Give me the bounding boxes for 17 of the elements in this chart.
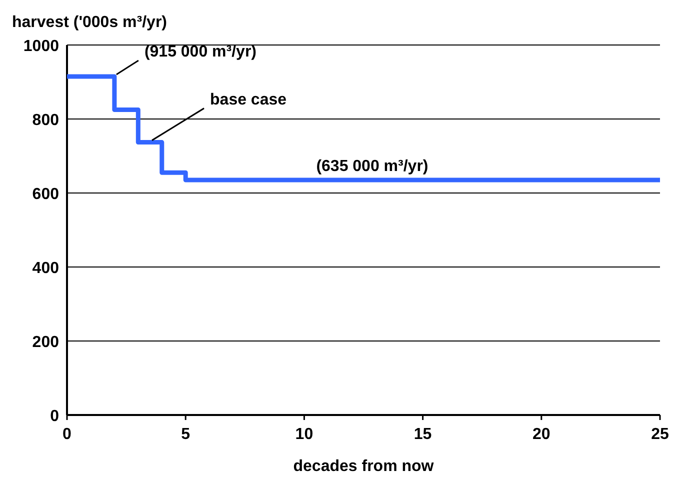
- annotation: (635 000 m³/yr): [316, 158, 428, 176]
- y-tick-label: 800: [32, 112, 60, 129]
- y-tick-label: 600: [32, 186, 60, 203]
- x-tick-label: 25: [651, 426, 669, 443]
- annotation: (915 000 m³/yr): [144, 43, 257, 60]
- y-tick-label: 200: [32, 334, 60, 351]
- y-tick-label: 0: [50, 408, 60, 425]
- x-tick-label: 10: [295, 426, 314, 443]
- annotation: base case: [210, 91, 287, 108]
- y-tick-label: 400: [32, 260, 60, 277]
- y-axis-title: harvest ('000s m³/yr): [12, 14, 167, 31]
- y-tick-label: 1000: [23, 38, 60, 55]
- x-tick-label: 0: [62, 426, 72, 443]
- x-tick-label: 5: [181, 426, 190, 443]
- x-tick-label: 20: [532, 426, 550, 443]
- x-tick-label: 15: [414, 426, 432, 443]
- x-axis-title: decades from now: [293, 458, 434, 475]
